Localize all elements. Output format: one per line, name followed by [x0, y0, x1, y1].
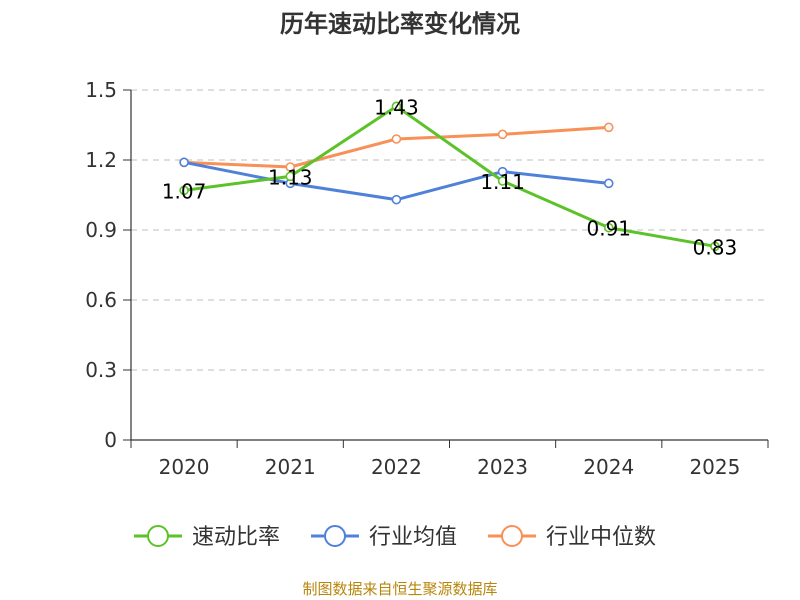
data-label: 1.13	[268, 165, 313, 189]
data-point	[179, 185, 189, 196]
y-axis-ticks: 0 0.3 0.6 0.9 1.2 1.5	[85, 78, 131, 452]
y-tick-label: 0	[104, 428, 117, 452]
gridlines	[131, 89, 768, 371]
data-point	[391, 101, 402, 112]
y-tick-label: 0.3	[85, 358, 117, 382]
x-tick-label: 2023	[477, 455, 528, 479]
legend[interactable]: 速动比率 行业均值 行业中位数	[134, 525, 656, 550]
data-point	[710, 241, 720, 252]
legend-item[interactable]: 行业中位数	[488, 525, 656, 550]
chart-title: 历年速动比率变化情况	[280, 10, 520, 38]
data-label: 0.91	[586, 217, 631, 241]
y-tick-label: 1.2	[85, 148, 117, 172]
legend-item[interactable]: 速动比率	[134, 525, 280, 550]
data-point	[497, 176, 508, 186]
series-line	[184, 125, 609, 169]
data-label: 0.83	[693, 235, 738, 259]
x-axis-ticks: 2020 2021 2022 2023 2024 2025	[130, 440, 769, 479]
data-point	[603, 222, 614, 233]
legend-marker	[147, 525, 169, 547]
data-point	[179, 157, 189, 168]
data-labels: 1.07 1.13 1.43 1.11 0.91 0.83	[162, 95, 737, 259]
legend-label: 行业中位数	[546, 525, 656, 550]
legend-marker	[501, 525, 523, 547]
source-note: 制图数据来自恒生聚源数据库	[302, 580, 497, 598]
data-label: 1.07	[162, 179, 207, 203]
legend-item[interactable]: 行业均值	[311, 525, 457, 550]
x-tick-label: 2022	[371, 455, 422, 479]
legend-label: 速动比率	[192, 525, 280, 550]
data-point	[497, 129, 508, 140]
y-tick-label: 0.9	[85, 218, 117, 242]
data-label: 1.11	[480, 170, 525, 194]
data-point	[285, 162, 296, 172]
series-lines	[179, 101, 720, 252]
data-point	[285, 171, 296, 182]
data-point	[391, 194, 402, 205]
data-point	[603, 178, 614, 189]
series-line	[183, 104, 716, 248]
data-point	[391, 134, 402, 144]
y-tick-label: 0.6	[85, 288, 117, 312]
data-point	[603, 122, 614, 133]
x-tick-label: 2021	[265, 455, 316, 479]
x-tick-label: 2020	[159, 455, 210, 479]
x-tick-label: 2024	[583, 455, 634, 479]
x-tick-label: 2025	[689, 455, 740, 479]
legend-marker	[324, 525, 346, 547]
data-label: 1.43	[374, 95, 419, 119]
legend-label: 行业均值	[369, 525, 457, 550]
data-point	[497, 166, 508, 177]
y-tick-label: 1.5	[85, 78, 117, 102]
